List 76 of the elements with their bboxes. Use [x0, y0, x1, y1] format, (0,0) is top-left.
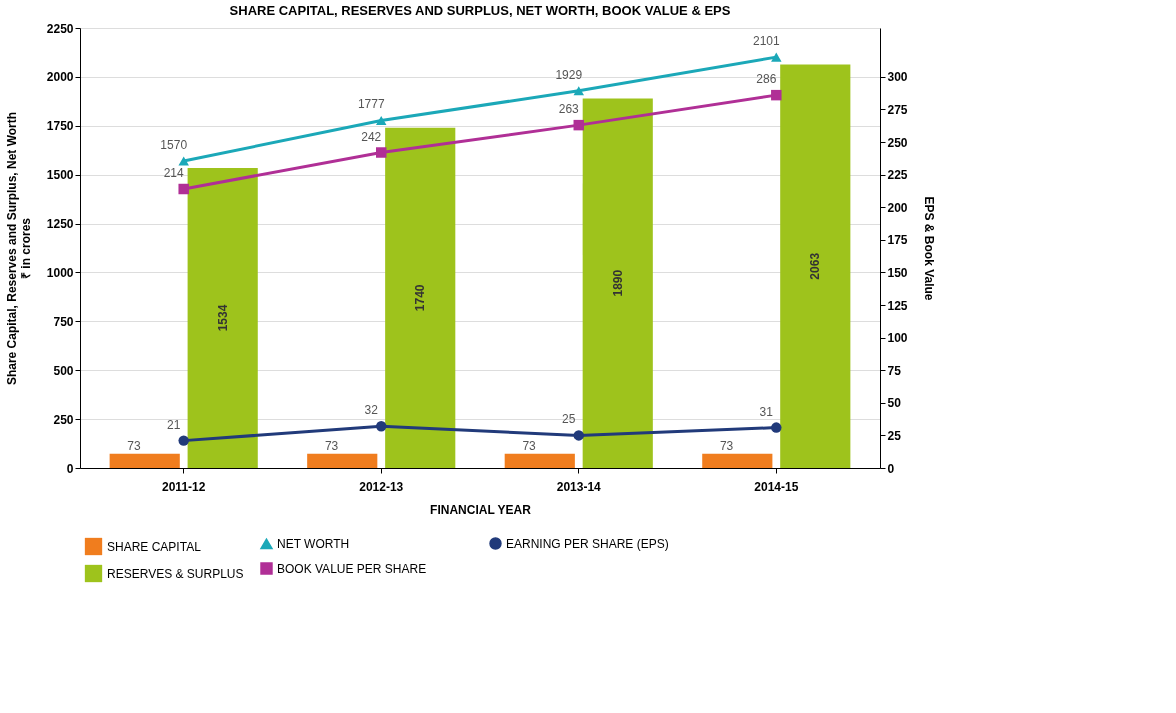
legend-label: BOOK VALUE PER SHARE	[277, 561, 427, 576]
point	[573, 430, 585, 441]
bar	[780, 64, 851, 468]
y-tick-label: 1250	[46, 217, 74, 232]
point	[771, 422, 782, 433]
x-axis-title: FINANCIAL YEAR	[430, 502, 532, 517]
data-label: 1534	[215, 304, 230, 332]
x-tick-label: 2012-13	[359, 479, 404, 494]
data-label: 263	[558, 102, 580, 117]
y2-tick-label: 0	[887, 461, 895, 476]
data-label: 1777	[357, 97, 385, 112]
data-label: 1740	[413, 284, 428, 312]
y2-tick-label: 150	[887, 265, 908, 280]
y2-tick-label: 100	[887, 331, 908, 346]
y-tick-label: 2000	[46, 70, 74, 85]
y-tick-label: 250	[53, 412, 74, 427]
data-label: 31	[759, 404, 774, 419]
y2-tick-label: 225	[887, 168, 908, 183]
data-label: 242	[361, 129, 382, 144]
x-tick-label: 2013-14	[556, 479, 602, 494]
data-label: 1890	[610, 269, 625, 297]
point	[375, 115, 387, 126]
y-tick-label: 750	[53, 314, 74, 329]
y2-tick-label: 25	[887, 428, 902, 443]
legend-label: NET WORTH	[277, 536, 350, 551]
data-label: 214	[163, 166, 185, 181]
bar	[187, 168, 258, 468]
y2-tick-label: 250	[887, 135, 908, 150]
bar	[702, 453, 773, 468]
data-label: 2063	[808, 252, 823, 280]
point	[573, 119, 585, 131]
y-tick-label: 500	[53, 363, 74, 378]
data-label: 2101	[752, 34, 780, 49]
data-label: 73	[522, 438, 537, 453]
bar	[109, 453, 180, 468]
y-axis-title: Share Capital, Reserves and Surplus, Net Worth ₹ in crores	[4, 111, 33, 386]
data-label: 1570	[160, 137, 188, 152]
chart-title: SHARE CAPITAL, RESERVES AND SURPLUS, NET WORTH, BOOK VALUE & EPS	[229, 3, 731, 18]
point	[178, 183, 189, 195]
point	[771, 89, 782, 101]
legend-label: SHARE CAPITAL	[107, 539, 202, 554]
y-tick-label: 1500	[46, 168, 74, 183]
y2-tick-label: 175	[887, 233, 908, 248]
y-tick-label: 0	[66, 461, 74, 476]
y-tick-label: 1000	[46, 265, 74, 280]
y2-tick-label: 275	[887, 102, 908, 117]
bar	[504, 453, 575, 468]
data-label: 286	[756, 72, 777, 87]
x-tick-label: 2014-15	[754, 479, 799, 494]
data-label: 21	[167, 417, 181, 432]
legend-label: EARNING PER SHARE (EPS)	[506, 536, 669, 551]
point	[573, 86, 585, 96]
point	[375, 147, 387, 158]
y2-tick-label: 50	[887, 396, 902, 411]
y2-axis-title: EPS & Book Value	[921, 196, 936, 301]
point	[375, 421, 387, 432]
data-label: 25	[562, 412, 576, 427]
bar	[307, 453, 378, 468]
data-label: 73	[324, 438, 339, 453]
y2-tick-label: 200	[887, 200, 908, 215]
data-label: 32	[364, 403, 379, 418]
x-tick-label: 2011-12	[162, 479, 206, 494]
point	[178, 156, 189, 166]
y2-tick-label: 75	[887, 363, 902, 378]
data-label: 73	[127, 438, 142, 453]
data-label: 1929	[555, 67, 583, 82]
legend-label: RESERVES & SURPLUS	[107, 566, 244, 581]
bar	[385, 127, 456, 468]
y2-tick-label: 300	[887, 70, 908, 85]
y-tick-label: 1750	[46, 119, 74, 134]
y-tick-label: 2250	[46, 21, 74, 36]
bar	[582, 98, 653, 468]
point	[771, 52, 782, 62]
y2-tick-label: 125	[887, 298, 908, 313]
data-label: 73	[719, 438, 734, 453]
point	[178, 435, 189, 446]
